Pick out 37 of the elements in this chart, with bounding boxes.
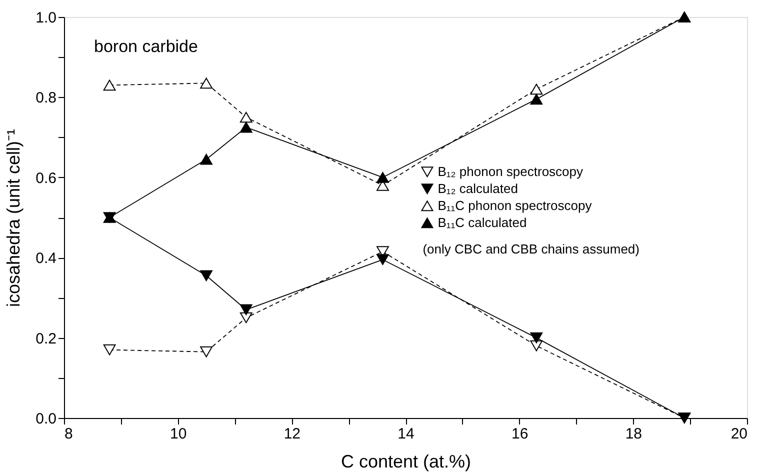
x-tick-label: 20 — [730, 426, 748, 442]
point — [376, 172, 389, 183]
annotation: (only CBC and CBB chains assumed) — [422, 241, 640, 256]
x-tick-label: 10 — [170, 426, 187, 442]
point — [530, 332, 543, 344]
x-tick-label: 8 — [64, 426, 73, 442]
legend-label: B₁₁C phonon spectroscopy — [438, 198, 592, 213]
point — [240, 112, 252, 123]
point — [200, 270, 212, 282]
y-tick-label: 0.0 — [36, 410, 56, 428]
y-tick-label: 0.4 — [36, 250, 56, 268]
y-tick-label: 0.6 — [36, 170, 56, 187]
x-axis-title: C content (at.%) — [340, 452, 472, 472]
point — [103, 80, 116, 91]
point — [200, 346, 212, 358]
x-tick-label: 14 — [398, 426, 414, 442]
point — [530, 94, 543, 105]
legend-label: B₁₁C calculated — [438, 214, 527, 230]
x-tick-label: 18 — [625, 426, 642, 442]
point — [376, 254, 389, 266]
point — [530, 340, 543, 352]
y-tick-label: 0.8 — [36, 90, 56, 107]
point — [240, 312, 252, 324]
point — [200, 154, 212, 165]
point — [530, 84, 543, 95]
y-tick-label: 0.2 — [36, 330, 56, 348]
point — [240, 122, 252, 133]
point — [240, 304, 252, 316]
legend-label: B₁₂ calculated — [438, 180, 518, 196]
x-tick-label: 12 — [284, 426, 301, 442]
point — [103, 344, 116, 356]
legend-label: B₁₂ phonon spectroscopy — [438, 164, 584, 179]
y-axis-title: icosahedra (unit cell)⁻¹ — [4, 128, 24, 308]
point — [200, 78, 212, 89]
annotation: boron carbide — [94, 37, 198, 56]
x-tick-label: 16 — [511, 426, 528, 442]
y-tick-label: 1.0 — [36, 10, 56, 26]
